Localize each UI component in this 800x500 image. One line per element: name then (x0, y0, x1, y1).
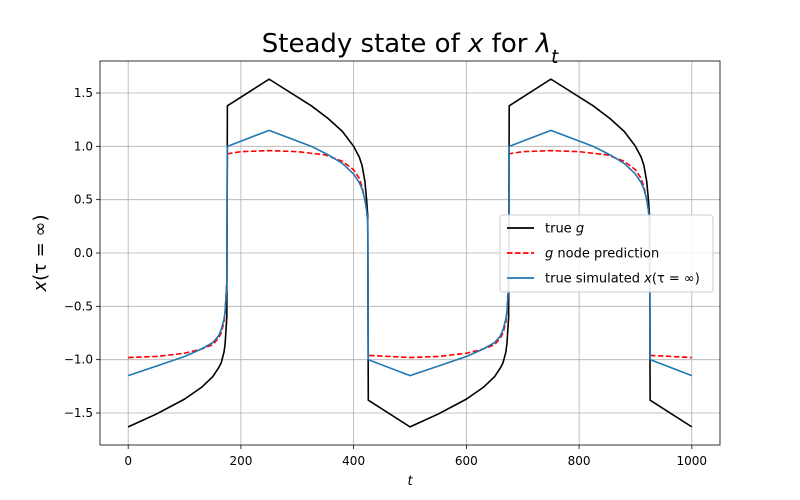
text-run: Steady state of (262, 29, 468, 59)
plot-series (127, 78, 693, 428)
text-run: x (643, 272, 652, 287)
y-tick-label: −1.0 (64, 353, 93, 367)
legend-box (499, 214, 714, 293)
y-axis-ticks: −1.5 −1.0 −0.5 0.0 0.5 1.0 1.5 (64, 86, 100, 420)
legend-item: true simulated x(τ = ∞) (507, 272, 700, 287)
y-tick-label: −1.5 (64, 406, 93, 420)
legend-item: g node prediction (507, 247, 659, 262)
y-axis-label: x(τ = ∞) (30, 214, 51, 292)
text-run: (τ = ∞) (652, 272, 700, 287)
y-tick-label: 0.5 (74, 193, 93, 207)
y-label-rest: (τ = ∞) (30, 214, 51, 280)
text-run: t (551, 47, 559, 68)
text-run: node prediction (553, 247, 659, 262)
y-tick-label: 1.0 (74, 139, 93, 153)
legend-label: true simulated x(τ = ∞) (545, 272, 700, 287)
text-run: true (545, 222, 576, 237)
legend-item: true g (507, 222, 584, 237)
y-tick-label: −0.5 (64, 299, 93, 313)
x-tick-label: 400 (342, 454, 365, 468)
series-line-1 (128, 149, 692, 359)
series-line-2 (127, 129, 693, 377)
x-tick-label: 600 (455, 454, 478, 468)
x-tick-label: 0 (124, 454, 132, 468)
x-axis-label: t (407, 474, 413, 489)
text-run: g (545, 247, 553, 262)
chart-title: Steady state of x for λt (262, 29, 559, 68)
text-run: g (576, 222, 584, 237)
x-axis-ticks: 0 200 400 600 800 1000 (124, 445, 707, 468)
text-run: for (483, 29, 535, 59)
text-run: λ (534, 29, 551, 59)
series-line-0 (127, 78, 693, 428)
y-tick-label: 0.0 (74, 246, 93, 260)
text-run: x (467, 29, 484, 59)
y-tick-label: 1.5 (74, 86, 93, 100)
x-tick-label: 1000 (677, 454, 708, 468)
legend-label: g node prediction (545, 247, 659, 262)
x-tick-label: 200 (229, 454, 252, 468)
x-tick-label: 800 (568, 454, 591, 468)
legend-label: true g (545, 222, 584, 237)
text-run: true simulated (545, 272, 644, 287)
y-label-variable: x (30, 281, 51, 293)
